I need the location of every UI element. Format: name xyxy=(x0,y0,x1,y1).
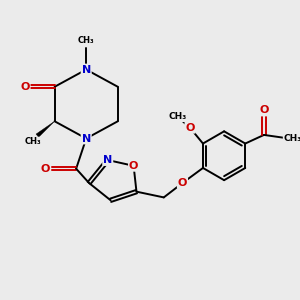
Text: O: O xyxy=(129,161,138,171)
Text: CH₃: CH₃ xyxy=(78,36,94,45)
Text: N: N xyxy=(103,155,112,165)
Text: CH₃: CH₃ xyxy=(25,137,41,146)
Polygon shape xyxy=(36,121,55,137)
Text: O: O xyxy=(41,164,50,174)
Text: N: N xyxy=(82,134,91,143)
Text: O: O xyxy=(178,178,187,188)
Text: CH₃: CH₃ xyxy=(284,134,300,143)
Text: O: O xyxy=(259,106,268,116)
Text: N: N xyxy=(82,64,91,74)
Text: O: O xyxy=(185,123,195,133)
Text: CH₃: CH₃ xyxy=(169,112,187,121)
Text: O: O xyxy=(20,82,30,92)
